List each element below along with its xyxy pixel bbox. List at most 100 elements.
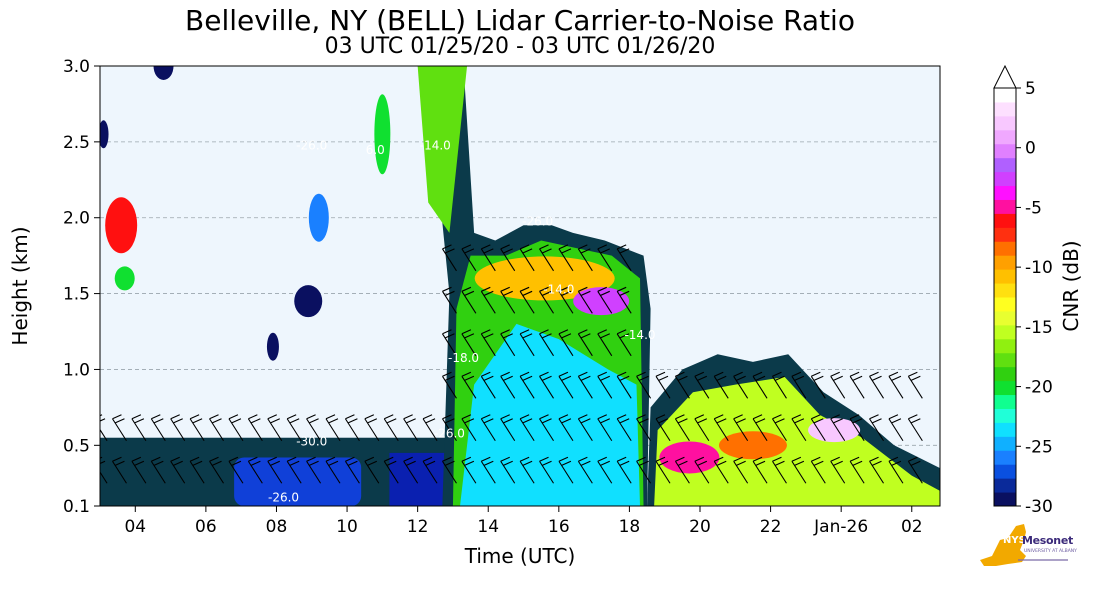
wind-barb (403, 456, 419, 484)
wind-barb (539, 456, 554, 484)
wind-barb (772, 456, 787, 484)
y-axis-label: Height (km) (8, 226, 32, 345)
colorbar (993, 64, 1017, 507)
wind-barb (752, 456, 768, 484)
wind-barb (577, 286, 593, 314)
colorbar-band (994, 171, 1016, 187)
wind-barb (674, 456, 690, 484)
colorbar-tick-label: -20 (1025, 378, 1053, 398)
colorbar-band (994, 422, 1016, 437)
cnr-isolated-echo (308, 193, 329, 242)
wind-barb (539, 329, 554, 357)
colorbar-band (994, 157, 1016, 173)
cnr-field-boundary-core (389, 452, 450, 506)
wind-barb (888, 371, 904, 399)
wind-barb (306, 456, 322, 484)
wind-barb (286, 414, 302, 442)
wind-barb (519, 244, 535, 272)
wind-barb (500, 244, 516, 272)
wind-barb (694, 456, 710, 484)
wind-barb (422, 456, 438, 484)
colorbar-band (994, 394, 1016, 409)
cnr-isolated-echo (294, 285, 323, 318)
wind-barb (733, 371, 749, 399)
colorbar-tick-label: -15 (1025, 318, 1053, 338)
colorbar-band (994, 436, 1016, 451)
wind-barb (616, 329, 632, 357)
wind-barb (500, 286, 516, 314)
cnr-field-evening-peak (718, 431, 787, 460)
cnr-isolated-echo (374, 94, 391, 175)
wind-barb (830, 414, 846, 442)
colorbar-band (994, 101, 1016, 117)
colorbar-extend-arrow (993, 64, 1017, 89)
wind-barb (228, 414, 244, 442)
wind-barb (791, 414, 807, 442)
wind-barb (558, 371, 574, 399)
wind-barb (713, 414, 729, 442)
wind-barb (636, 456, 652, 484)
colorbar-tick-label: -5 (1025, 198, 1042, 218)
cnr-field-aerosol-core (474, 256, 615, 301)
wind-barb (907, 371, 923, 399)
wind-barb (577, 329, 593, 357)
wind-barb (325, 414, 341, 442)
cnr-isolated-echo (114, 266, 135, 291)
y-tick-label: 1.0 (63, 360, 90, 380)
colorbar-band (994, 129, 1016, 145)
contour-label: -26.0 (268, 490, 299, 504)
wind-barb (597, 371, 613, 399)
x-tick-label: 02 (901, 517, 923, 537)
cnr-field-evening-peak (808, 418, 861, 443)
wind-barb (480, 371, 496, 399)
cnr-field-upper-plume (417, 66, 468, 233)
wind-barb (713, 456, 729, 484)
wind-barb (577, 244, 593, 272)
colorbar-tick-label: -25 (1025, 437, 1053, 457)
wind-barb (442, 329, 457, 357)
wind-barb (810, 371, 826, 399)
wind-barb (888, 456, 904, 484)
wind-barb (558, 244, 574, 272)
colorbar-band (994, 185, 1016, 200)
wind-barb (461, 286, 477, 314)
colorbar-band (994, 464, 1016, 479)
colorbar-band (994, 408, 1016, 423)
wind-barb (461, 414, 477, 442)
wind-barb (150, 456, 166, 484)
logo-name-text: Mesonet (1022, 534, 1073, 547)
colorbar-band (994, 199, 1016, 214)
x-tick-label: 14 (477, 517, 499, 537)
wind-barb (616, 244, 632, 272)
wind-barb (888, 414, 904, 442)
wind-barb (209, 456, 224, 484)
colorbar-band (994, 310, 1016, 326)
wind-barb (558, 286, 574, 314)
wind-barb (694, 371, 710, 399)
colorbar-band (994, 492, 1016, 507)
contour-label: -18.0 (448, 351, 479, 365)
colorbar-band (994, 241, 1016, 256)
x-tick-label: 08 (266, 517, 288, 537)
wind-barb (772, 371, 787, 399)
wind-barb (209, 414, 224, 442)
colorbar-label: CNR (dB) (1059, 240, 1083, 331)
wind-barb (655, 456, 671, 484)
cnr-isolated-echo (266, 332, 279, 361)
cnr-field-evening-peak (659, 441, 720, 474)
nys-mesonet-logo (980, 524, 1068, 566)
cnr-field-evening-layer (654, 377, 940, 506)
wind-barb (267, 456, 283, 484)
x-tick-label: 12 (407, 517, 429, 537)
wind-barb (558, 329, 574, 357)
wind-barb (442, 244, 457, 272)
wind-barb (558, 456, 574, 484)
cnr-field-aerosol-peak (573, 287, 630, 316)
wind-barb (577, 456, 593, 484)
wind-barb (383, 414, 399, 442)
wind-barb (597, 329, 613, 357)
wind-barb (636, 371, 652, 399)
wind-barb (849, 371, 865, 399)
wind-barb (655, 414, 671, 442)
contour-label: -30.0 (296, 434, 327, 448)
